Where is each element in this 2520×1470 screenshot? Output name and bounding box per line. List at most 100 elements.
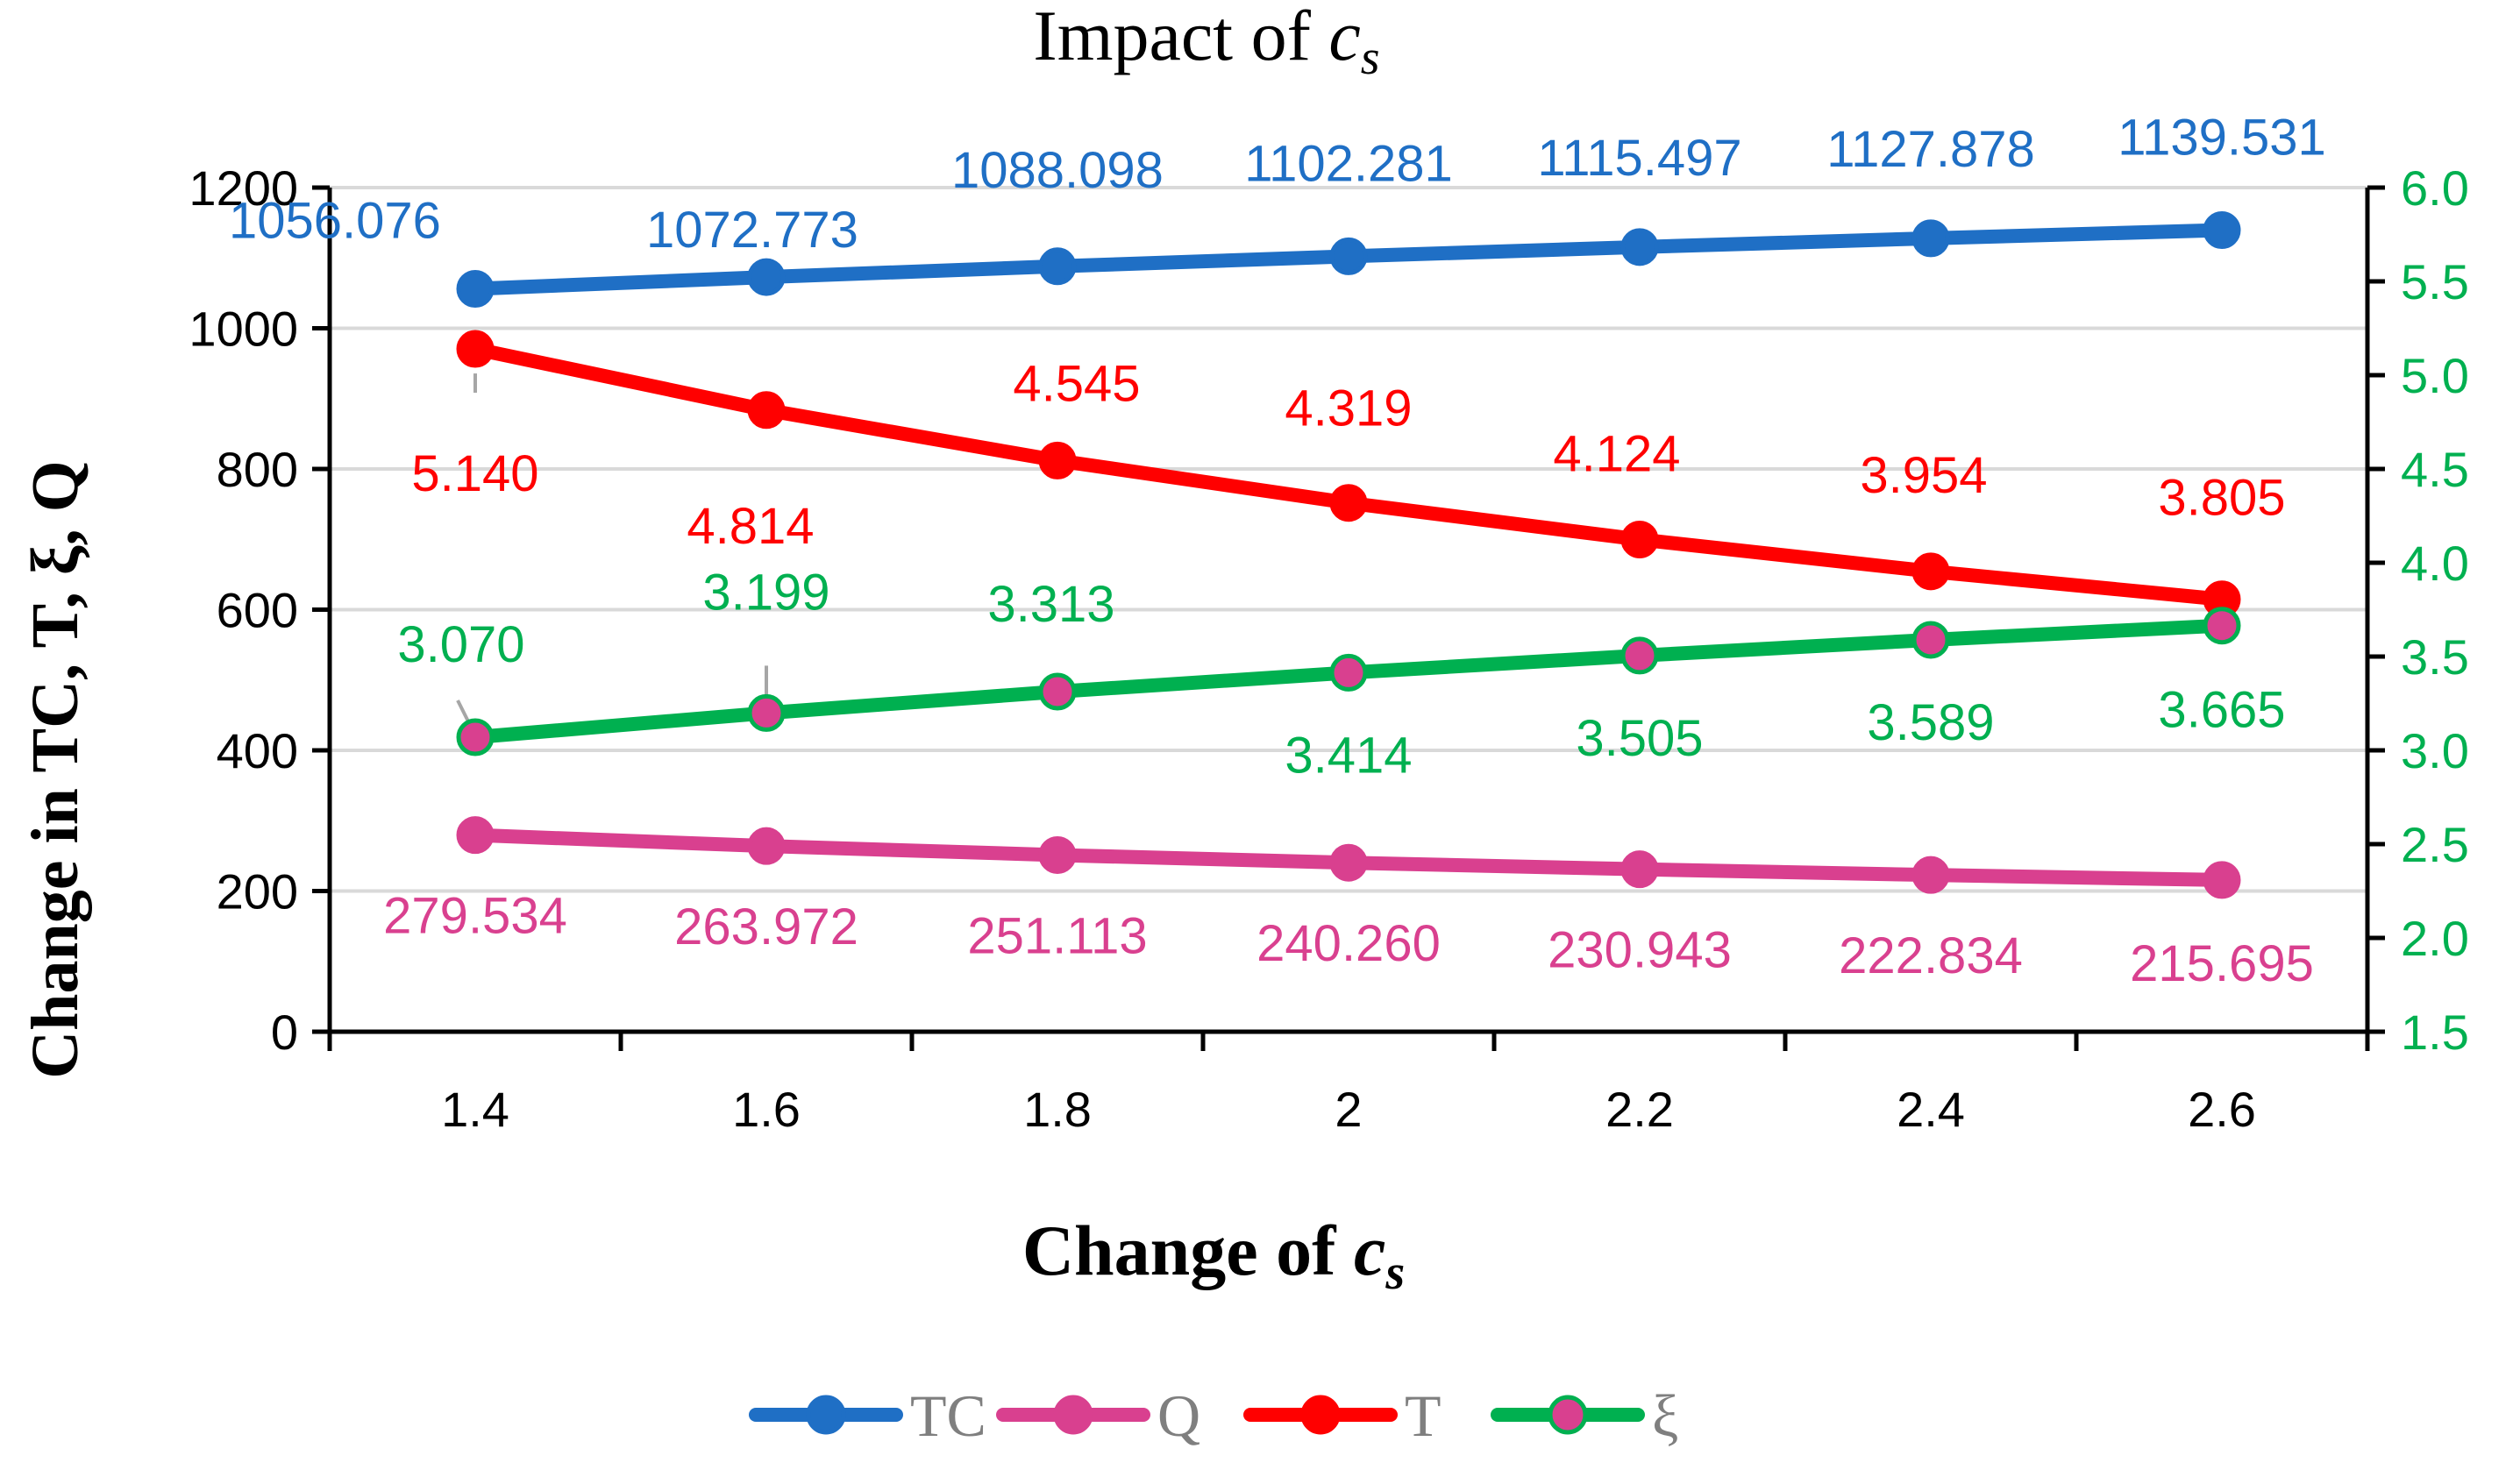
data-label: 1088.098	[951, 142, 1164, 199]
y-right-tick-label: 4.5	[2401, 442, 2469, 497]
grid-layer	[330, 186, 2367, 893]
data-label: 230.943	[1548, 922, 1732, 979]
legend-label: Q	[1157, 1382, 1200, 1449]
data-point	[1329, 843, 1368, 882]
x-tick-label: 2.2	[1605, 1082, 1674, 1137]
data-label: 215.695	[2130, 935, 2314, 992]
data-point	[1911, 621, 1950, 659]
y-right-tick-label: 6.0	[2401, 160, 2469, 216]
y-right-tick-label: 3.5	[2401, 629, 2469, 685]
legend-label: T	[1405, 1382, 1442, 1449]
data-label: 222.834	[1839, 927, 2023, 984]
x-tick-label: 1.8	[1023, 1082, 1092, 1137]
legend-item-T: T	[1243, 1382, 1442, 1449]
data-label: 1127.878	[1826, 121, 2035, 178]
label-layer: 1056.076 1072.773 1088.098 1102.281 1115.497…	[229, 110, 2326, 992]
data-point	[1329, 484, 1368, 522]
data-label: 251.113	[967, 907, 1147, 964]
data-label: 3.199	[702, 564, 829, 621]
data-label: 3.070	[397, 616, 524, 673]
y-left-tick-label: 1000	[189, 302, 298, 357]
x-tick-label: 2.6	[2188, 1082, 2256, 1137]
data-point	[2203, 211, 2241, 250]
legend-item-Q: Q	[996, 1382, 1200, 1449]
data-point	[747, 391, 786, 430]
data-point	[1620, 636, 1659, 675]
series-TC	[456, 211, 2241, 308]
data-point	[1038, 672, 1077, 711]
y-left-tick-label: 600	[217, 583, 298, 638]
data-point	[1038, 835, 1077, 874]
y-right-tick-label: 5.5	[2401, 254, 2469, 309]
data-label: 240.260	[1256, 915, 1441, 972]
data-point	[1329, 653, 1368, 692]
data-point	[747, 258, 786, 296]
series-ξ	[456, 607, 2241, 756]
legend-label: ξ	[1652, 1382, 1678, 1449]
data-point	[1038, 247, 1077, 286]
data-point	[456, 718, 495, 756]
y-right-tick-label: 1.5	[2401, 1005, 2469, 1060]
data-point	[2203, 861, 2241, 899]
y-axis-label: Change in TC, T, ξ, Q	[18, 460, 92, 1078]
data-point	[456, 269, 495, 308]
data-label: 3.313	[987, 576, 1114, 633]
legend-marker	[1548, 1395, 1588, 1435]
data-label: 1072.773	[646, 202, 858, 259]
y-right-tick-label: 4.0	[2401, 536, 2469, 591]
data-label: 1056.076	[229, 192, 441, 249]
y-left-tick-label: 1200	[189, 160, 298, 216]
data-point	[1911, 552, 1950, 591]
data-label: 1102.281	[1244, 135, 1453, 192]
data-point	[456, 330, 495, 368]
y-right-tick-label: 2.5	[2401, 817, 2469, 872]
data-label: 279.534	[383, 888, 567, 945]
legend-marker	[806, 1395, 846, 1435]
x-tick-label: 1.4	[441, 1082, 509, 1137]
legend-label: TC	[910, 1382, 986, 1449]
data-label: 3.505	[1576, 710, 1703, 767]
data-label: 4.545	[1013, 355, 1140, 412]
legend-marker	[1300, 1395, 1341, 1435]
y-left-tick-label: 200	[217, 864, 298, 920]
x-tick-label: 2.4	[1897, 1082, 1965, 1137]
data-point	[747, 693, 786, 732]
data-point	[1620, 228, 1659, 266]
data-point	[2203, 607, 2241, 645]
legend-item-ξ: ξ	[1491, 1382, 1678, 1449]
y-right-tick-label: 3.0	[2401, 723, 2469, 778]
legend-item-TC: TC	[749, 1382, 986, 1449]
data-point	[1620, 850, 1659, 889]
y-left-tick-label: 0	[271, 1005, 298, 1060]
data-point	[747, 827, 786, 865]
data-label: 5.140	[411, 445, 538, 502]
data-point	[1038, 441, 1077, 479]
label-leader-line	[456, 699, 470, 722]
data-point	[456, 816, 495, 855]
data-label: 3.414	[1285, 727, 1412, 784]
series-layer	[456, 211, 2241, 899]
series-Q	[456, 816, 2241, 899]
data-point	[1911, 856, 1950, 894]
data-point	[1329, 237, 1368, 275]
data-label: 1115.497	[1537, 130, 1741, 187]
y-right-tick-label: 2.0	[2401, 911, 2469, 966]
y-left-tick-label: 800	[217, 442, 298, 497]
x-tick-label: 1.6	[732, 1082, 801, 1137]
x-tick-label: 2	[1335, 1082, 1362, 1137]
axes-layer: 1.4 1.6 1.8 2 2.2 2.4 2.6 0 200 400 600 800 1000 1200…	[189, 160, 2468, 1137]
series-T	[456, 330, 2241, 619]
data-point	[1911, 219, 1950, 258]
data-label: 4.319	[1285, 380, 1412, 437]
data-label: 4.814	[687, 498, 814, 555]
data-label: 3.665	[2158, 682, 2285, 739]
data-label: 1139.531	[2118, 110, 2326, 167]
chart-title: Impact of cs	[1033, 0, 1379, 85]
data-label: 3.954	[1860, 447, 1987, 504]
data-label: 4.124	[1553, 425, 1680, 482]
y-left-tick-label: 400	[217, 723, 298, 778]
data-label: 263.972	[674, 898, 858, 955]
